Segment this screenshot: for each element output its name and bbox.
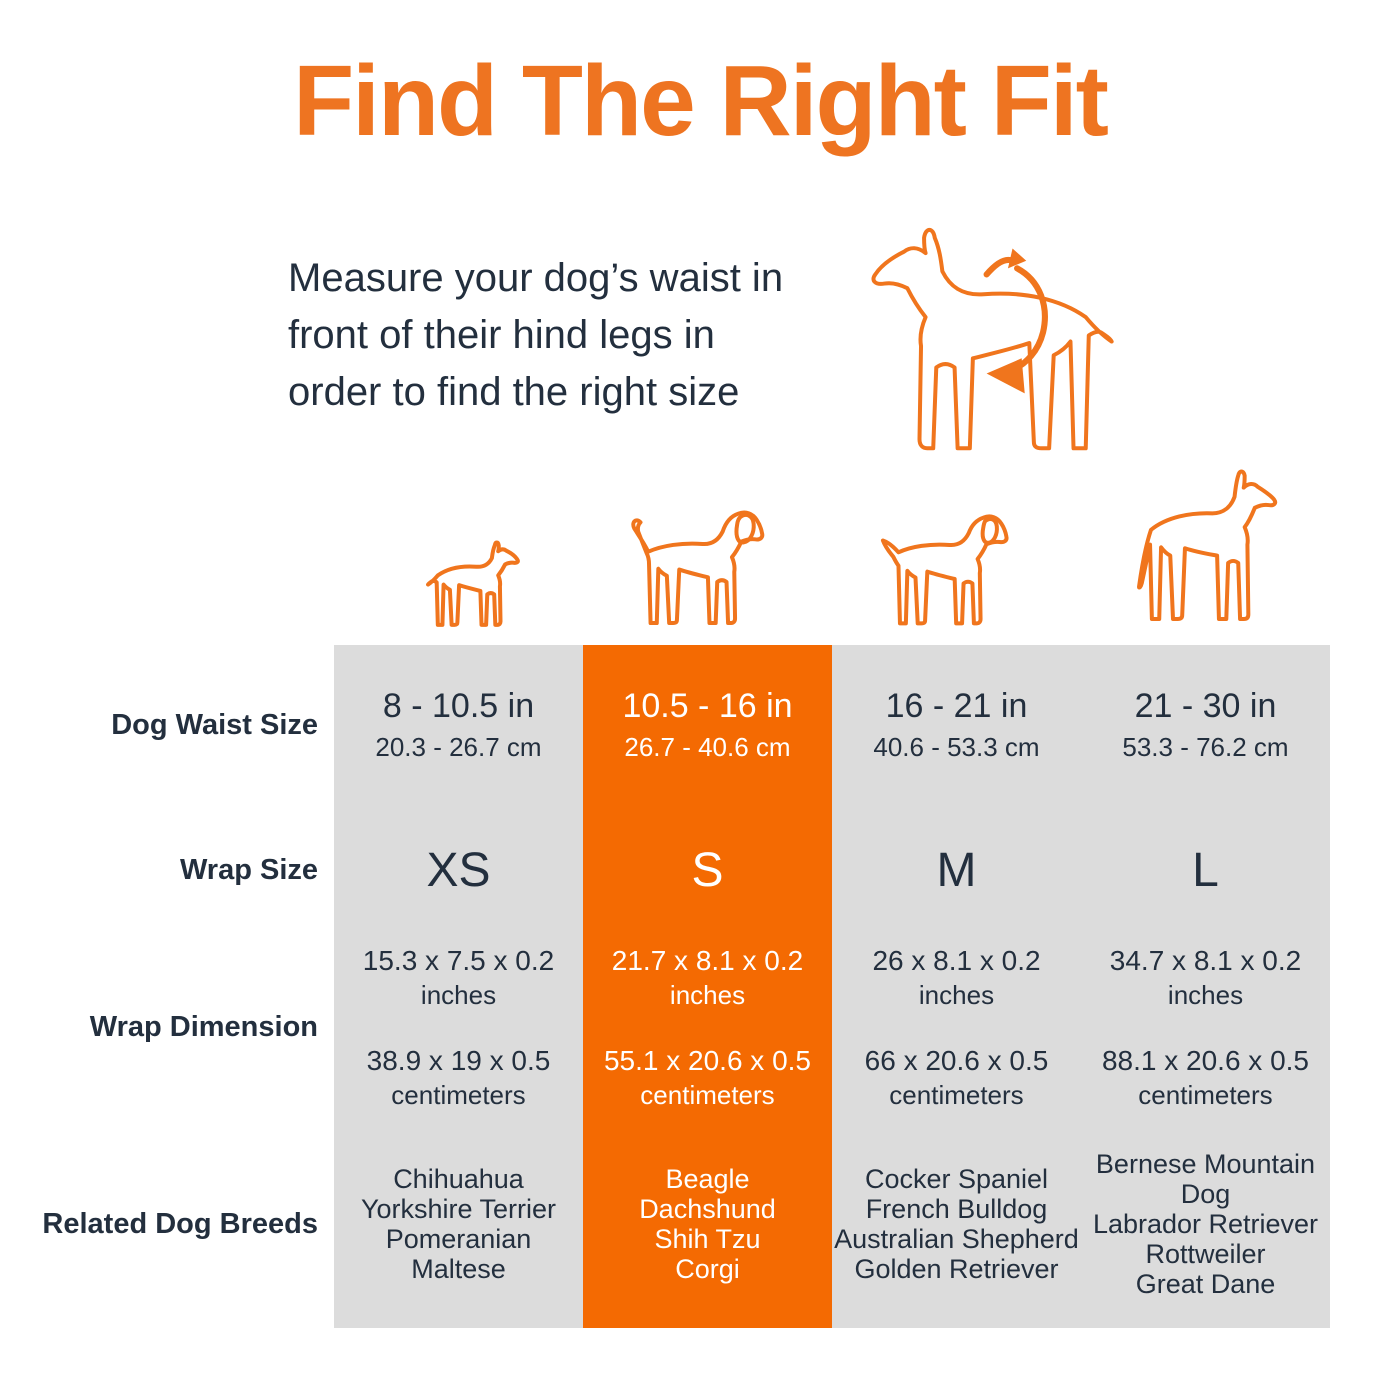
dimension-cell-m: 26 x 8.1 x 0.2 inches 66 x 20.6 x 0.5 ce… — [832, 935, 1081, 1120]
dimension-cm-unit: centimeters — [889, 1079, 1024, 1110]
breed-name: French Bulldog — [865, 1194, 1048, 1224]
waist-cell-s: 10.5 - 16 in 26.7 - 40.6 cm — [583, 645, 832, 805]
dimension-cm-value: 55.1 x 20.6 x 0.5 — [603, 1044, 812, 1076]
row-label-dog-waist-size: Dog Waist Size — [111, 708, 318, 741]
breed-name: Cocker Spaniel — [864, 1164, 1049, 1194]
dimension-inches-unit: inches — [1167, 979, 1244, 1010]
dimension-inches-value: 15.3 x 7.5 x 0.2 — [362, 944, 555, 976]
row-label-related-dog-breeds: Related Dog Breeds — [42, 1207, 318, 1240]
dimension-inches-value: 26 x 8.1 x 0.2 — [872, 944, 1041, 976]
breed-name: Pomeranian — [385, 1224, 532, 1254]
row-label-wrap-size: Wrap Size — [179, 853, 318, 886]
row-label-wrap-dimension: Wrap Dimension — [89, 1011, 318, 1043]
waist-cell-m: 16 - 21 in 40.6 - 53.3 cm — [832, 645, 1081, 805]
dog-s-icon — [625, 500, 780, 630]
waist-inches: 10.5 - 16 in — [622, 687, 793, 725]
waist-inches: 8 - 10.5 in — [382, 687, 535, 725]
size-letter: S — [691, 843, 724, 897]
waist-centimeters: 26.7 - 40.6 cm — [624, 732, 791, 762]
size-letter: XS — [426, 843, 491, 897]
breed-name: Maltese — [411, 1254, 506, 1284]
dog-xs-icon — [420, 525, 535, 630]
waist-centimeters: 20.3 - 26.7 cm — [375, 732, 542, 762]
waist-centimeters: 40.6 - 53.3 cm — [873, 732, 1040, 762]
page-title: Find The Right Fit — [293, 45, 1109, 157]
waist-centimeters: 53.3 - 76.2 cm — [1122, 732, 1289, 762]
measuring-dog-icon — [828, 210, 1133, 462]
measuring-instruction-text: Measure your dog’s waist in front of the… — [288, 256, 784, 414]
dimension-inches-unit: inches — [918, 979, 995, 1010]
size-cell-xs: XS — [334, 805, 583, 935]
size-cell-m: M — [832, 805, 1081, 935]
dimension-cm-unit: centimeters — [1138, 1079, 1273, 1110]
dog-l-icon — [1128, 458, 1286, 630]
breed-name: Dachshund — [639, 1194, 776, 1224]
dimension-inches-value: 21.7 x 8.1 x 0.2 — [611, 944, 804, 976]
dimension-cell-l: 34.7 x 8.1 x 0.2 inches 88.1 x 20.6 x 0.… — [1081, 935, 1330, 1120]
dimension-cm-value: 66 x 20.6 x 0.5 — [864, 1044, 1049, 1076]
breeds-cell-s: Beagle Dachshund Shih Tzu Corgi — [583, 1120, 832, 1328]
breed-name: Rottweiler — [1145, 1239, 1266, 1269]
dimension-cell-xs: 15.3 x 7.5 x 0.2 inches 38.9 x 19 x 0.5 … — [334, 935, 583, 1120]
waist-inches: 21 - 30 in — [1134, 687, 1277, 725]
breed-name: Golden Retriever — [854, 1254, 1059, 1284]
dimension-inches-unit: inches — [420, 979, 497, 1010]
breed-name: Yorkshire Terrier — [360, 1194, 557, 1224]
breed-name: Beagle — [665, 1164, 750, 1194]
size-table: Dog Waist Size 8 - 10.5 in 20.3 - 26.7 c… — [0, 645, 1330, 1328]
waist-cell-xs: 8 - 10.5 in 20.3 - 26.7 cm — [334, 645, 583, 805]
dimension-inches-value: 34.7 x 8.1 x 0.2 — [1109, 944, 1302, 976]
breed-name: Corgi — [675, 1254, 740, 1284]
size-cell-l: L — [1081, 805, 1330, 935]
breed-name: Bernese Mountain Dog — [1095, 1149, 1316, 1209]
size-cell-s: S — [583, 805, 832, 935]
breed-name: Chihuahua — [393, 1164, 524, 1194]
breed-name: Shih Tzu — [654, 1224, 761, 1254]
waist-inches: 16 - 21 in — [885, 687, 1028, 725]
dimension-cell-s: 21.7 x 8.1 x 0.2 inches 55.1 x 20.6 x 0.… — [583, 935, 832, 1120]
breed-name: Great Dane — [1135, 1269, 1276, 1299]
breeds-cell-m: Cocker Spaniel French Bulldog Australian… — [832, 1120, 1081, 1328]
size-letter: L — [1192, 843, 1219, 897]
dimension-cm-unit: centimeters — [391, 1079, 526, 1110]
breed-name: Labrador Retriever — [1092, 1209, 1319, 1239]
size-letter: M — [936, 843, 977, 897]
breeds-cell-l: Bernese Mountain Dog Labrador Retriever … — [1081, 1120, 1330, 1328]
waist-cell-l: 21 - 30 in 53.3 - 76.2 cm — [1081, 645, 1330, 805]
dimension-cm-value: 88.1 x 20.6 x 0.5 — [1101, 1044, 1310, 1076]
dimension-cm-value: 38.9 x 19 x 0.5 — [366, 1044, 551, 1076]
breed-name: Australian Shepherd — [834, 1224, 1079, 1254]
breeds-cell-xs: Chihuahua Yorkshire Terrier Pomeranian M… — [334, 1120, 583, 1328]
dimension-cm-unit: centimeters — [640, 1079, 775, 1110]
dog-m-icon — [862, 508, 1037, 630]
dimension-inches-unit: inches — [669, 979, 746, 1010]
